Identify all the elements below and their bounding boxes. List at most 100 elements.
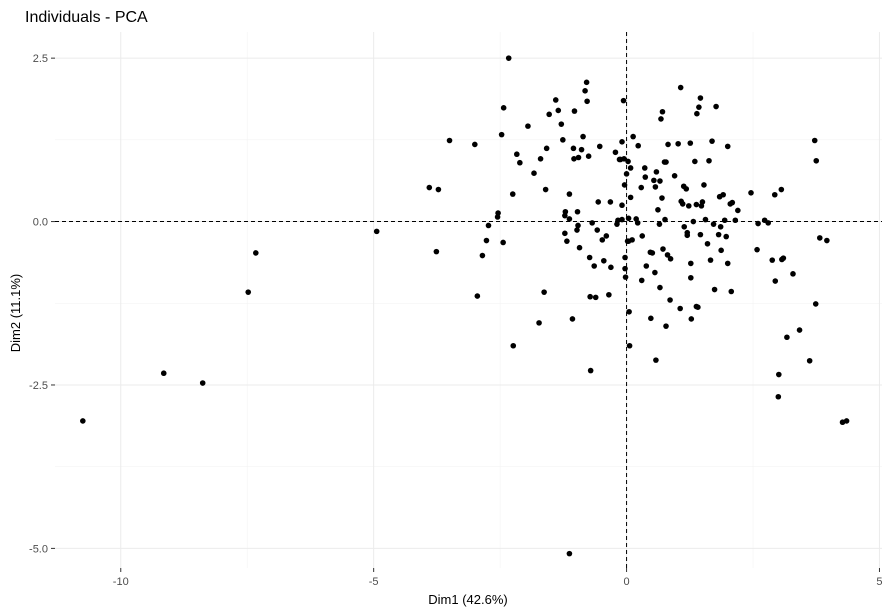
minor-gridlines [55,32,882,568]
scatter-point [584,98,590,105]
scatter-point [426,184,433,191]
scatter-point [701,182,707,188]
scatter-point [562,212,568,219]
scatter-point [485,222,492,229]
scatter-point [587,367,594,374]
y-tick-label: -5.0 [29,543,48,555]
scatter-point [570,145,577,152]
scatter-point [575,154,582,161]
scatter-point [599,237,606,243]
scatter-point [671,173,678,179]
scatter-point [679,201,686,207]
scatter-point [688,260,694,267]
scatter-point [500,239,506,246]
reference-lines [55,32,882,568]
scatter-point [578,146,585,153]
scatter-point [607,199,614,205]
scatter-point [649,250,656,256]
scatter-point [601,257,607,264]
scatter-point [582,88,588,94]
scatter-point [692,158,698,165]
scatter-point [622,274,629,280]
scatter-point [711,286,718,293]
scatter-point [552,97,559,103]
scatter-point [667,297,673,303]
scatter-point [630,133,636,140]
scatter-point [591,263,597,269]
scatter-point [724,143,731,150]
scatter-point [622,254,628,261]
scatter-point [536,320,542,326]
x-axis-title: Dim1 (42.6%) [428,592,507,607]
scatter-point [717,223,724,230]
scatter-point [592,294,599,301]
scatter-point [653,169,660,175]
scatter-point [728,288,735,295]
scatter-point [543,145,550,152]
data-points [80,55,850,557]
scatter-point [621,156,627,162]
scatter-point [566,550,573,557]
scatter-point [721,217,728,224]
scatter-point [606,291,612,298]
scatter-point [707,257,714,263]
scatter-point [612,149,619,156]
scatter-point [748,190,754,196]
scatter-point [813,157,820,164]
scatter-point [583,79,590,86]
x-tick-label: 0 [624,576,630,588]
scatter-point [245,289,252,295]
scatter-point [688,274,694,281]
scatter-point [433,248,440,255]
scatter-point [677,305,683,312]
scatter-point [663,323,669,329]
scatter-point [665,141,671,148]
scatter-point [585,153,592,159]
scatter-point [596,143,603,150]
scatter-point [500,105,507,111]
scatter-point [619,202,625,209]
scatter-point [509,191,516,197]
scatter-point [675,140,681,147]
scatter-point [696,104,702,110]
scatter-point [643,263,650,269]
scatter-point [446,137,453,144]
scatter-point [625,215,632,222]
scatter-point [587,293,593,300]
scatter-point [687,140,694,146]
scatter-point [542,186,549,193]
scatter-point [625,158,631,165]
scatter-point [566,216,573,222]
scatter-point [784,334,790,341]
scatter-point [772,278,779,284]
scatter-point [710,221,717,227]
scatter-point [586,254,593,261]
scatter-point [713,103,719,110]
scatter-point [541,289,547,295]
scatter-point [619,139,625,145]
scatter-point [641,165,648,171]
scatter-point [659,195,665,201]
scatter-point [479,252,486,259]
x-tick-label: -10 [113,576,129,588]
scatter-point [648,315,654,322]
scatter-point [525,123,531,129]
scatter-point [659,108,666,115]
scatter-point [702,216,709,223]
scatter-point [664,252,671,258]
y-tick-label: -2.5 [29,380,48,392]
scatter-point [693,201,700,208]
scatter-point [658,116,664,122]
scatter-point [571,108,578,114]
scatter-point [564,238,570,244]
scatter-point [621,182,628,188]
chart-title: Individuals - PCA [25,9,148,26]
y-tick-label: 0.0 [33,217,48,229]
scatter-point [555,107,562,114]
scatter-point [662,216,668,223]
scatter-point [626,342,633,349]
x-tick-label: 5 [876,576,882,588]
scatter-point [531,170,537,176]
scatter-point [796,327,803,333]
scatter-point [715,231,722,238]
